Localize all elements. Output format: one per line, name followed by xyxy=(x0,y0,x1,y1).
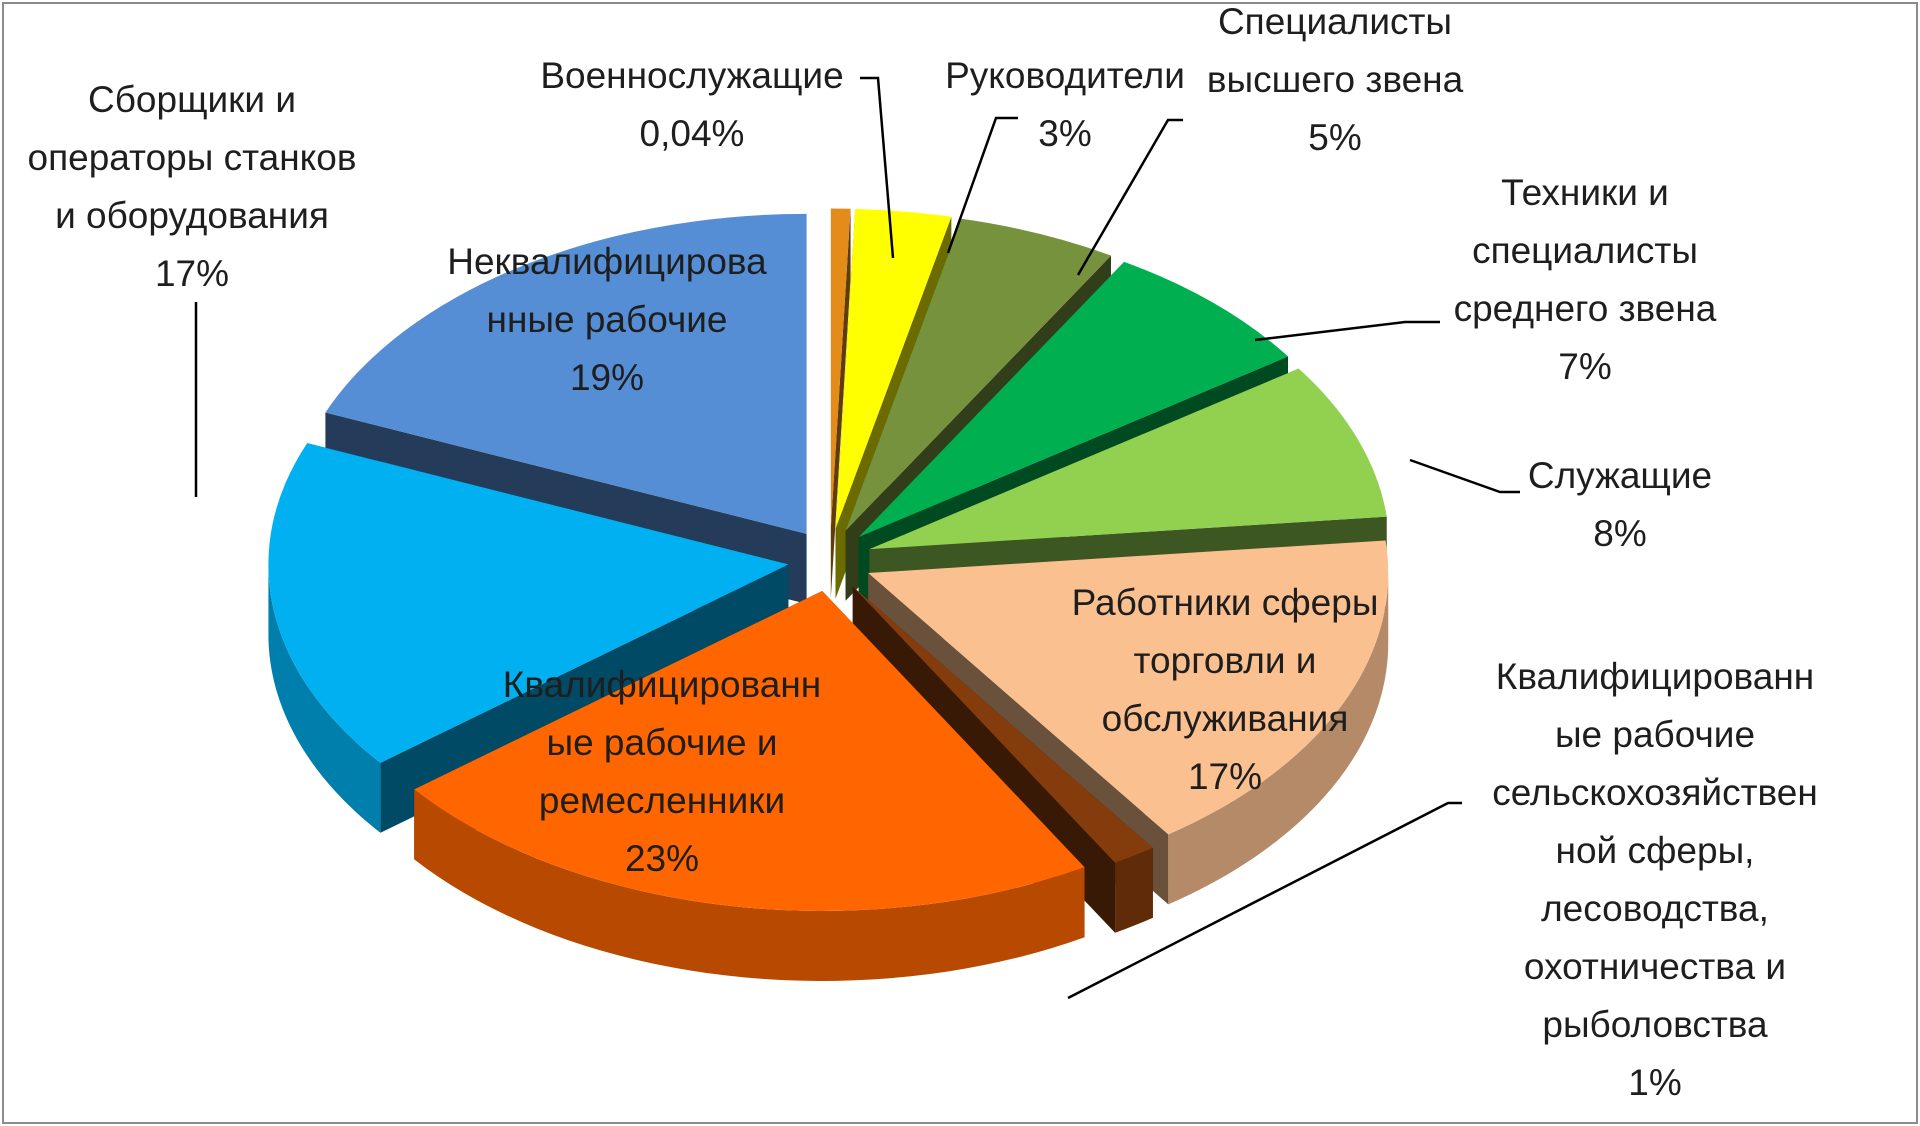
label-machine-operators-line-2: операторы станков xyxy=(27,137,357,178)
label-technicians-line-2: специалисты xyxy=(1472,230,1698,271)
side-craftsmen xyxy=(414,789,1085,981)
label-craftsmen-line-2: ые рабочие и xyxy=(546,722,778,763)
side-agriculture xyxy=(1115,847,1153,933)
label-unskilled-line-2: нные рабочие xyxy=(486,299,728,340)
label-craftsmen: Квалифицированн ые рабочие и ремесленник… xyxy=(503,656,821,888)
slice-machine_operators xyxy=(268,443,789,763)
leader-line-senior_specialists xyxy=(1076,118,1183,276)
label-military-name: Военнослужащие xyxy=(540,55,844,96)
slice-technicians xyxy=(858,261,1289,538)
label-machine-operators: Сборщики и операторы станков и оборудова… xyxy=(28,71,357,303)
label-unskilled-value: 19% xyxy=(569,357,645,398)
label-agriculture-line-7: рыболовства xyxy=(1542,1004,1768,1045)
slice-military xyxy=(830,208,851,529)
label-agriculture: Квалифицированн ые рабочие сельскохозяйс… xyxy=(1492,648,1818,1112)
label-office-workers-value: 8% xyxy=(1593,513,1647,554)
label-agriculture-line-2: ые рабочие xyxy=(1554,714,1756,755)
slice-office_workers xyxy=(869,368,1387,550)
label-agriculture-line-3: сельскохозяйствен xyxy=(1492,772,1818,813)
label-unskilled: Неквалифицирова нные рабочие 19% xyxy=(447,233,767,407)
slice-craftsmen xyxy=(414,590,1085,911)
label-unskilled-line-1: Неквалифицирова xyxy=(447,241,767,282)
label-senior-specialists-value: 5% xyxy=(1308,117,1362,158)
slice-service_trade xyxy=(868,540,1389,835)
label-agriculture-value: 1% xyxy=(1628,1062,1682,1103)
side-service_trade xyxy=(1168,573,1389,905)
label-craftsmen-line-1: Квалифицированн xyxy=(502,664,822,705)
leader-line-office_workers xyxy=(1409,458,1520,494)
label-service-trade-line-2: торговли и xyxy=(1133,640,1317,681)
leader-line-military xyxy=(860,76,895,259)
label-agriculture-line-5: лесоводства, xyxy=(1541,888,1769,929)
label-machine-operators-value: 17% xyxy=(154,253,230,294)
label-craftsmen-line-3: ремесленники xyxy=(538,780,786,821)
label-senior-specialists: Специалисты высшего звена 5% xyxy=(1207,0,1463,167)
leader-line-technicians xyxy=(1254,320,1440,342)
label-senior-specialists-line-2: высшего звена xyxy=(1206,59,1464,100)
label-machine-operators-line-3: и оборудования xyxy=(55,195,329,236)
label-office-workers: Служащие 8% xyxy=(1528,447,1712,563)
wall-military-1 xyxy=(830,208,851,599)
side-machine_operators xyxy=(268,564,381,833)
label-service-trade-value: 17% xyxy=(1187,756,1263,797)
label-managers-value: 3% xyxy=(1038,113,1092,154)
label-technicians-line-3: среднего звена xyxy=(1453,288,1717,329)
label-military: Военнослужащие 0,04% xyxy=(540,47,843,163)
slice-senior_specialists xyxy=(845,218,1112,531)
leader-line-managers xyxy=(946,116,1018,254)
label-agriculture-line-1: Квалифицированн xyxy=(1495,656,1815,697)
label-craftsmen-value: 23% xyxy=(624,838,700,879)
leader-line-agriculture xyxy=(1067,801,1462,1000)
label-machine-operators-line-1: Сборщики и xyxy=(88,79,296,120)
label-office-workers-name: Служащие xyxy=(1527,455,1713,496)
label-technicians: Техники и специалисты среднего звена 7% xyxy=(1454,164,1717,396)
slice-agriculture xyxy=(852,586,1153,863)
label-military-value: 0,04% xyxy=(639,113,745,154)
slice-unskilled xyxy=(325,213,807,534)
label-agriculture-line-6: охотничества и xyxy=(1523,946,1787,987)
label-senior-specialists-line-1: Специалисты xyxy=(1217,1,1453,42)
label-managers-name: Руководители xyxy=(945,55,1185,96)
label-service-trade-line-1: Работники сферы xyxy=(1071,582,1379,623)
label-technicians-value: 7% xyxy=(1558,346,1612,387)
label-service-trade: Работники сферы торговли и обслуживания … xyxy=(1072,574,1379,806)
label-service-trade-line-3: обслуживания xyxy=(1101,698,1349,739)
slice-managers xyxy=(835,209,952,529)
label-technicians-line-1: Техники и xyxy=(1501,172,1669,213)
label-managers: Руководители 3% xyxy=(945,47,1185,163)
label-agriculture-line-4: ной сферы, xyxy=(1555,830,1755,871)
